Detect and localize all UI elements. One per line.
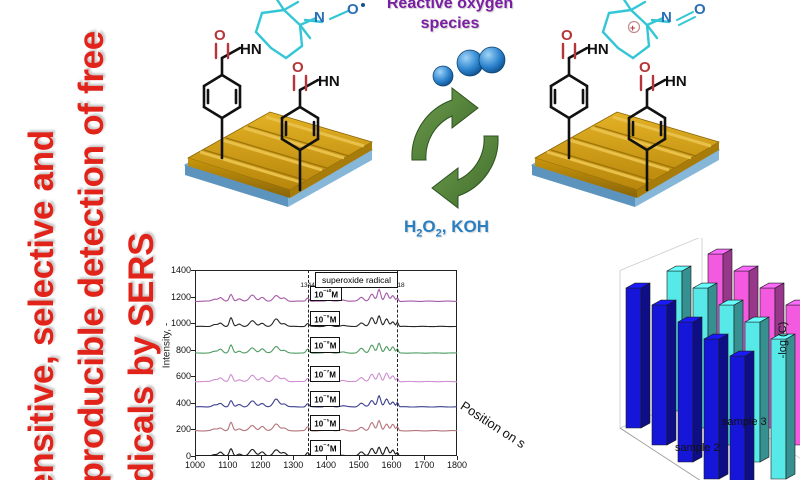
molecule-nitroxide-b: O HN <box>280 59 340 192</box>
molecule-oxoammonium-b: O HN <box>627 59 687 192</box>
svg-text:N: N <box>314 9 325 26</box>
svg-text:HN: HN <box>587 41 609 58</box>
svg-text:N: N <box>661 9 672 26</box>
gold-grating-right <box>530 111 721 207</box>
svg-text:O: O <box>347 1 359 18</box>
svg-text:O: O <box>694 1 706 18</box>
gold-grating-left <box>183 111 374 207</box>
bar3d-chart: -log (C) sample 2 sample 3 Position on s… <box>458 238 800 480</box>
bar3d-series-label-sample3: sample 3 <box>722 416 767 428</box>
ros-label: Reactive oxygen species <box>386 0 514 32</box>
reagents-label: H2O2, KOH <box>404 217 489 240</box>
svg-text:HN: HN <box>665 73 687 90</box>
bar3d-svg <box>619 238 800 480</box>
scheme-svg: O HN N O <box>183 0 721 210</box>
ros-oxygen-molecules <box>432 46 506 87</box>
spectra-chart: Intensity, - superoxide radical 0 200 400 6… <box>150 248 475 480</box>
spectra-y-axis-label: Intensity, - <box>161 322 173 369</box>
spectra-title-box: superoxide radical <box>315 272 398 288</box>
spectra-plot-area: superoxide radical 0 200 400 600 800 1000 1200… <box>170 265 468 470</box>
svg-text:+: + <box>630 23 635 33</box>
svg-text:HN: HN <box>318 73 340 90</box>
svg-text:O: O <box>292 59 304 76</box>
molecule-oxoammonium-a: O HN + N O <box>549 0 706 160</box>
bar3d-series-label-sample2: sample 2 <box>675 442 720 454</box>
svg-text:O: O <box>214 27 226 44</box>
reaction-cycle-arrows <box>411 86 499 210</box>
reaction-scheme: O HN N O <box>183 0 721 240</box>
svg-text:O: O <box>561 27 573 44</box>
svg-text:O: O <box>639 59 651 76</box>
svg-text:HN: HN <box>240 41 262 58</box>
bar3d-z-axis-label: -log (C) <box>777 321 789 359</box>
molecule-nitroxide-a: O HN N O <box>202 0 365 160</box>
